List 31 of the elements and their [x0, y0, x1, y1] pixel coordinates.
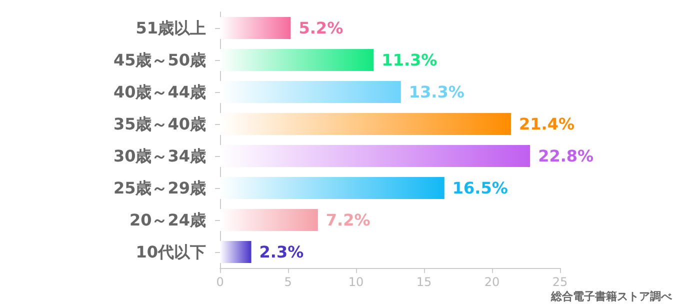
bar [220, 17, 291, 39]
y-tick-label: 25歳～29歳 [113, 178, 206, 198]
data-label: 13.3% [408, 82, 464, 102]
x-tick-label: 10 [348, 275, 364, 289]
bar [220, 81, 401, 103]
data-label: 2.3% [259, 242, 304, 262]
data-label: 5.2% [298, 18, 344, 38]
x-tick-label: 25 [552, 275, 568, 289]
bar [220, 241, 252, 263]
y-tick-label: 20～24歳 [129, 210, 206, 230]
data-label: 11.3% [382, 50, 438, 70]
data-label: 22.8% [538, 146, 594, 166]
y-tick-label: 40歳～44歳 [113, 82, 206, 102]
bar [220, 145, 530, 167]
data-label: 16.5% [452, 178, 508, 198]
x-tick-label: 0 [216, 275, 224, 289]
y-tick-label: 51歳以上 [136, 18, 206, 38]
data-label: 7.2% [326, 210, 370, 230]
bar [220, 177, 444, 199]
y-tick-label: 30歳～34歳 [113, 146, 206, 166]
bar [220, 113, 512, 135]
x-tick-label: 15 [416, 275, 432, 289]
text: 総合電子書籍ストア調べ [550, 290, 673, 303]
bar [220, 209, 318, 231]
data-label: 21.4% [519, 114, 575, 134]
y-tick-label: 45歳～50歳 [113, 50, 206, 70]
bar [220, 49, 374, 71]
y-tick-label: 10代以下 [136, 242, 206, 262]
x-tick-label: 5 [284, 275, 292, 289]
y-tick-label: 35歳～40歳 [113, 114, 206, 134]
x-tick-label: 20 [484, 275, 500, 289]
